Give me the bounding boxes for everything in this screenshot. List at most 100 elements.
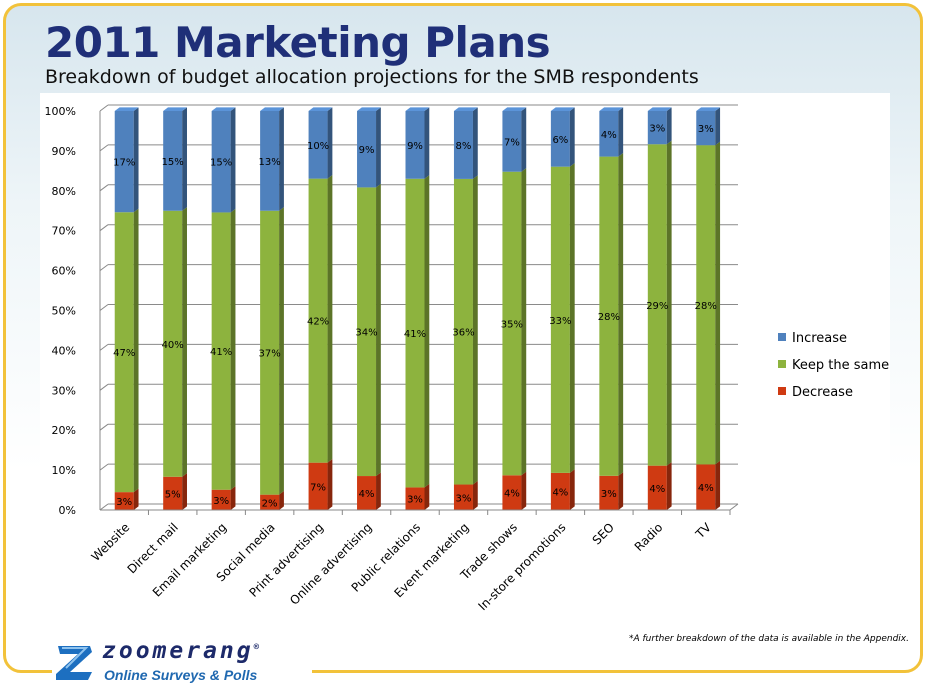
y-tick-label: 0% — [59, 504, 76, 517]
footnote: *A further breakdown of the data is avai… — [629, 634, 909, 644]
floor-edge — [729, 503, 739, 511]
bar-segment-increase — [696, 111, 716, 146]
gridline-depth — [99, 503, 109, 511]
bar-segment-increase — [357, 111, 377, 188]
bar-segment-increase — [550, 111, 570, 167]
bar-segment-increase — [308, 111, 328, 179]
data-label: 41% — [404, 329, 426, 340]
bar-segment-keep-the-same — [211, 212, 231, 490]
data-label: 4% — [504, 489, 520, 500]
data-label: 15% — [162, 157, 184, 168]
data-label: 29% — [646, 301, 668, 312]
data-label: 3% — [649, 124, 665, 135]
chart-bars: 3% 47% 17% 5% 40% 15% 3% 41% 15% 2% 37% 13% 7% 42% 10%… — [113, 107, 721, 510]
bar-top — [260, 107, 284, 111]
bar-segment-decrease — [163, 476, 183, 510]
bar-side — [666, 140, 672, 466]
data-label: 40% — [162, 340, 184, 351]
bar-segment-increase — [260, 111, 280, 211]
data-label: 41% — [210, 347, 232, 358]
y-tick-label: 50% — [52, 305, 76, 318]
bar-segment-increase — [502, 111, 522, 172]
data-label: 13% — [258, 157, 280, 168]
data-label: 3% — [698, 124, 714, 135]
bar-side — [182, 473, 187, 510]
data-label: 17% — [113, 158, 135, 169]
legend-swatch — [778, 360, 786, 368]
bar-side — [618, 107, 624, 157]
bar-side — [230, 208, 236, 490]
bar-side — [521, 168, 527, 476]
data-label: 10% — [307, 141, 329, 152]
data-label: 7% — [504, 137, 520, 148]
bar-top — [453, 107, 478, 111]
bar-segment-keep-the-same — [357, 187, 377, 477]
bar-side — [666, 107, 672, 145]
bar-segment-decrease — [211, 489, 231, 510]
data-label: 37% — [258, 349, 280, 360]
bar-side — [424, 483, 430, 510]
bar-segment-keep-the-same — [308, 178, 328, 463]
gridline-depth — [99, 383, 109, 391]
bar-segment-decrease — [647, 465, 667, 510]
bar-segment-keep-the-same — [550, 166, 570, 473]
bar-side — [182, 107, 187, 211]
gridline-depth — [99, 304, 109, 311]
bar-top — [357, 107, 381, 111]
bar-side — [472, 175, 478, 485]
page-subtitle: Breakdown of budget allocation projectio… — [45, 66, 699, 88]
zoomerang-z-logo-icon — [56, 646, 92, 680]
bar-side — [715, 460, 721, 510]
data-label: 3% — [407, 495, 423, 506]
bar-side — [569, 107, 575, 167]
data-label: 7% — [310, 482, 326, 493]
data-label: 36% — [452, 328, 474, 339]
data-label: 4% — [601, 130, 617, 141]
bar-side — [376, 183, 381, 477]
logo-wordmark: zoomerang® — [102, 638, 263, 664]
data-label: 4% — [649, 484, 665, 495]
data-label: 47% — [113, 348, 135, 359]
data-label: 2% — [262, 498, 278, 509]
bar-side — [182, 207, 187, 477]
bar-top — [502, 107, 527, 111]
legend-label: Keep the same — [792, 358, 889, 373]
gridline-depth — [99, 343, 109, 351]
y-tick-label: 20% — [52, 424, 76, 437]
gridline-depth — [99, 423, 109, 431]
chart-legend: Increase Keep the same Decrease — [778, 331, 889, 400]
legend-label: Increase — [792, 331, 847, 346]
bar-segment-keep-the-same — [114, 212, 134, 493]
bar-segment-keep-the-same — [696, 145, 716, 465]
bar-side — [230, 107, 236, 213]
gridline-depth — [99, 224, 109, 232]
bar-segment-decrease — [453, 484, 473, 510]
legend-swatch — [778, 387, 786, 395]
y-tick-label: 90% — [52, 145, 76, 158]
bar-segment-keep-the-same — [502, 171, 522, 476]
stacked-bar-chart: 3% 47% 17% 5% 40% 15% 3% 41% 15% 2% 37% 13% 7% 42% 10%… — [45, 104, 889, 613]
y-tick-label: 70% — [52, 225, 76, 238]
y-tick-label: 80% — [52, 185, 76, 198]
data-label: 4% — [552, 487, 568, 498]
bar-side — [133, 208, 139, 493]
bar-segment-increase — [599, 111, 619, 157]
data-label: 15% — [210, 158, 232, 169]
bar-segment-increase — [453, 111, 473, 179]
bar-segment-decrease — [502, 475, 522, 510]
bar-segment-keep-the-same — [260, 210, 280, 495]
bar-top — [163, 107, 187, 111]
bar-top — [696, 107, 721, 111]
data-label: 4% — [359, 489, 375, 500]
bar-side — [569, 163, 575, 473]
y-tick-label: 40% — [52, 344, 76, 357]
logo-tagline: Online Surveys & Polls — [104, 667, 258, 683]
bar-side — [521, 471, 527, 510]
bar-segment-increase — [647, 111, 667, 145]
bar-side — [327, 175, 333, 463]
gridline-depth — [99, 104, 109, 112]
bar-segment-keep-the-same — [453, 178, 473, 485]
data-label: 4% — [698, 483, 714, 494]
data-label: 42% — [307, 317, 329, 328]
bar-top — [308, 107, 333, 111]
